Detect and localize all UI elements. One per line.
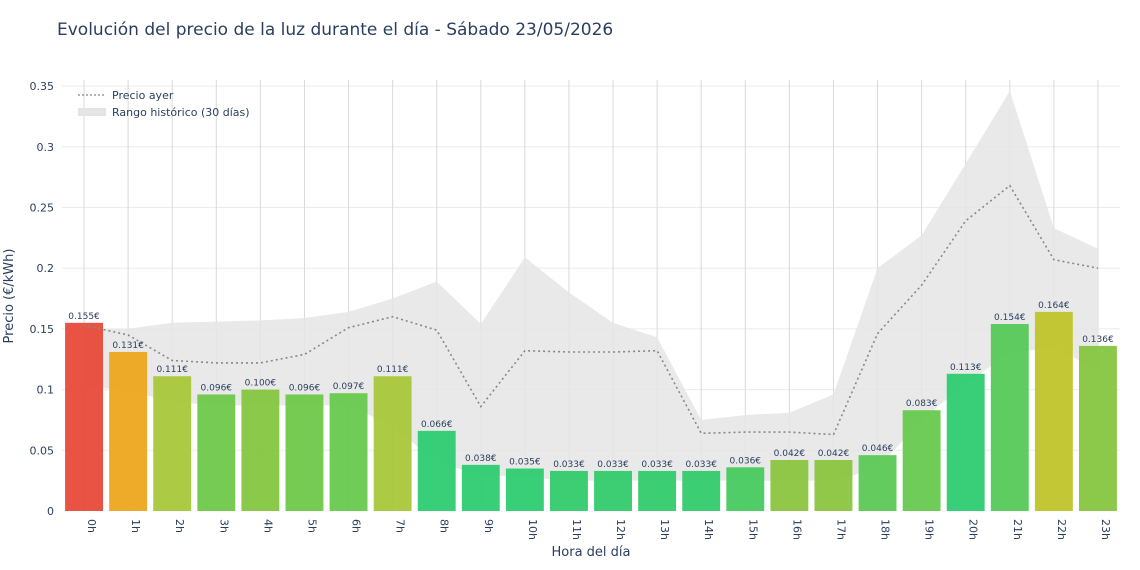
x-tick-label: 23h [1099, 519, 1112, 540]
x-tick-label: 10h [526, 519, 539, 540]
y-axis-title: Precio (€/kWh) [2, 249, 17, 344]
y-tick-label: 0.05 [30, 444, 55, 457]
data-label-5h: 0.096€ [289, 383, 321, 393]
bar-21h [990, 324, 1029, 511]
data-label-1h: 0.131€ [112, 341, 144, 351]
bar-layer [65, 311, 1117, 511]
x-tick-label: 3h [217, 519, 230, 533]
bar-13h [638, 470, 677, 511]
bar-5h [285, 394, 324, 511]
data-label-23h: 0.136€ [1082, 335, 1114, 345]
band-layer [84, 90, 1098, 481]
data-label-17h: 0.042€ [818, 449, 850, 459]
data-label-15h: 0.036€ [730, 456, 762, 466]
x-tick-label: 13h [658, 519, 671, 540]
bar-14h [682, 470, 721, 511]
bar-9h [461, 464, 500, 511]
bar-7h [373, 376, 412, 511]
bar-23h [1079, 345, 1117, 511]
bar-11h [550, 470, 588, 511]
historical-range-band [84, 90, 1098, 481]
data-label-3h: 0.096€ [201, 383, 233, 393]
y-tick-label: 0.35 [30, 80, 55, 93]
bar-19h [902, 410, 941, 511]
x-tick-label: 7h [394, 519, 407, 533]
bar-3h [197, 394, 236, 511]
bar-2h [153, 376, 192, 511]
x-tick-label: 1h [129, 519, 142, 533]
x-tick-label: 0h [85, 519, 98, 533]
data-label-10h: 0.035€ [509, 458, 541, 468]
data-label-4h: 0.100€ [245, 379, 277, 389]
data-label-19h: 0.083€ [906, 399, 938, 409]
y-tick-label: 0 [47, 505, 54, 518]
y-tick-label: 0.15 [30, 323, 55, 336]
bar-8h [417, 430, 456, 511]
data-label-8h: 0.066€ [421, 420, 453, 430]
chart-title: Evolución del precio de la luz durante e… [57, 20, 614, 40]
x-tick-label: 20h [967, 519, 980, 540]
x-tick-label: 12h [614, 519, 627, 540]
data-label-6h: 0.097€ [333, 382, 365, 392]
bar-6h [329, 393, 368, 511]
x-tick-label: 19h [923, 519, 936, 540]
bar-17h [814, 460, 853, 511]
x-tick-label: 4h [261, 519, 274, 533]
data-label-7h: 0.111€ [377, 365, 409, 375]
data-label-9h: 0.038€ [465, 454, 497, 464]
legend-label-precio-ayer[interactable]: Precio ayer [112, 89, 174, 102]
x-tick-label: 22h [1055, 519, 1068, 540]
legend[interactable]: Precio ayer Rango histórico (30 días) [78, 89, 250, 119]
bar-16h [770, 460, 809, 511]
x-tick-label: 18h [879, 519, 892, 540]
bar-15h [726, 467, 765, 511]
data-label-22h: 0.164€ [1038, 301, 1070, 311]
x-tick-label: 21h [1011, 519, 1024, 540]
data-label-20h: 0.113€ [950, 363, 982, 373]
data-label-2h: 0.111€ [156, 365, 188, 375]
bar-10h [505, 468, 544, 511]
data-label-16h: 0.042€ [774, 449, 806, 459]
y-tick-label: 0.1 [37, 384, 55, 397]
data-label-14h: 0.033€ [685, 460, 717, 470]
bar-1h [109, 351, 148, 511]
bar-20h [946, 373, 985, 511]
label-layer: 0.155€ 0.131€ 0.111€ 0.096€ 0.100€ 0.096€ 0.09… [68, 301, 1114, 470]
x-tick-label: 16h [790, 519, 803, 540]
x-tick-label: 14h [702, 519, 715, 540]
bar-0h [65, 322, 103, 511]
data-label-13h: 0.033€ [641, 460, 673, 470]
x-tick-label: 15h [746, 519, 759, 540]
x-tick-label: 6h [350, 519, 363, 533]
data-label-11h: 0.033€ [553, 460, 585, 470]
bar-12h [594, 470, 632, 511]
data-label-21h: 0.154€ [994, 313, 1026, 323]
axis-layer: 0 0.05 0.1 0.15 0.2 0.25 0.3 0.35 0h 1h 2h 3h 4h 5h 6h… [30, 80, 1112, 540]
x-tick-label: 11h [570, 519, 583, 540]
x-tick-label: 9h [482, 519, 495, 533]
y-tick-label: 0.3 [37, 141, 55, 154]
data-label-12h: 0.033€ [597, 460, 629, 470]
bar-4h [241, 389, 280, 511]
data-label-0h: 0.155€ [68, 312, 100, 322]
x-tick-label: 5h [305, 519, 318, 533]
legend-band-swatch [78, 108, 106, 116]
x-tick-label: 8h [438, 519, 451, 533]
y-tick-label: 0.2 [37, 262, 55, 275]
y-tick-label: 0.25 [30, 201, 55, 214]
x-tick-label: 2h [173, 519, 186, 533]
bar-22h [1034, 311, 1073, 511]
legend-label-rango-historico[interactable]: Rango histórico (30 días) [112, 106, 250, 119]
x-axis-title: Hora del día [552, 545, 631, 560]
x-tick-label: 17h [834, 519, 847, 540]
data-label-18h: 0.046€ [862, 444, 894, 454]
bar-18h [858, 455, 897, 511]
